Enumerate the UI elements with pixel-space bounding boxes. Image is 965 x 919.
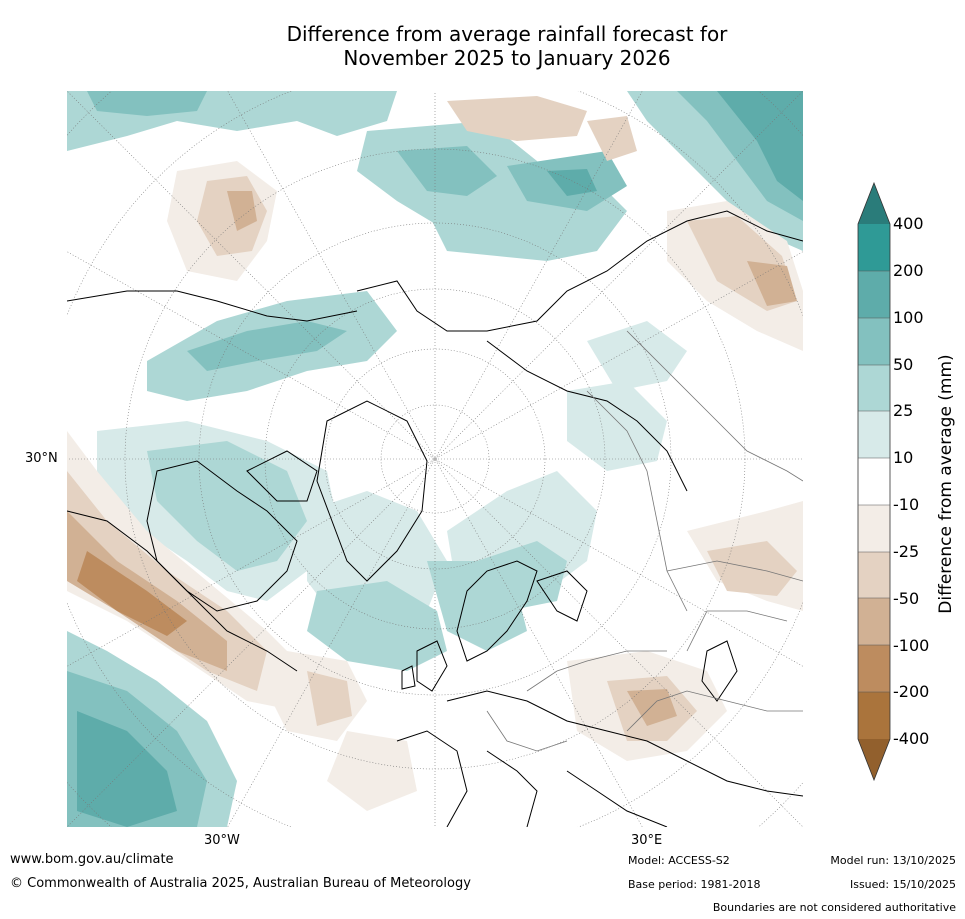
longitude-label-30w: 30°W: [204, 833, 240, 848]
longitude-label-30e: 30°E: [631, 833, 663, 848]
disclaimer-text: Boundaries are not considered authoritat…: [712, 901, 956, 914]
colorbar-tick: 10: [893, 448, 914, 467]
colorbar-tick: -200: [893, 682, 930, 701]
colorbar-title: Difference from average (mm): [936, 354, 956, 614]
colorbar-outline: [857, 181, 891, 782]
colorbar-bin-m50-m25: [858, 552, 890, 598]
map-title: Difference from average rainfall forecas…: [0, 22, 965, 70]
colorbar-tick: 25: [893, 401, 914, 420]
colorbar-bin-m200-m100: [858, 645, 890, 692]
colorbar: [857, 181, 891, 783]
map-canvas: [67, 91, 803, 827]
colorbar-bin-10-25: [858, 411, 890, 458]
country-boundaries: [486, 330, 803, 752]
colorbar-bin-m400-m200: [858, 692, 890, 739]
colorbar-bin-m25-m10: [858, 505, 890, 552]
coastlines: [67, 210, 803, 827]
colorbar-tick: 50: [893, 355, 914, 374]
colorbar-bin-50-100: [858, 318, 890, 365]
rainfall-anomaly-map: [67, 91, 803, 827]
colorbar-tick: -10: [893, 495, 920, 514]
website-link[interactable]: www.bom.gov.au/climate: [10, 852, 174, 867]
colorbar-dividers: [858, 270, 890, 693]
colorbar-tick: -400: [893, 729, 930, 748]
colorbar-under-arrow: [858, 739, 890, 780]
copyright-text: © Commonwealth of Australia 2025, Austra…: [10, 876, 471, 891]
colorbar-tick: -100: [893, 636, 930, 655]
model-run-text: Model run: 13/10/2025: [830, 854, 956, 867]
model-text: Model: ACCESS-S2: [628, 854, 730, 867]
base-period-text: Base period: 1981-2018: [628, 878, 761, 891]
issued-text: Issued: 15/10/2025: [849, 878, 956, 891]
title-line-2: November 2025 to January 2026: [343, 46, 671, 70]
title-line-1: Difference from average rainfall forecas…: [286, 22, 728, 46]
colorbar-tick: 400: [893, 214, 924, 233]
colorbar-bin-25-50: [858, 365, 890, 411]
latitude-label-30n: 30°N: [25, 451, 58, 466]
colorbar-graphic: [857, 181, 891, 782]
wet-anomaly-regions: [67, 91, 803, 827]
graticule: [67, 91, 803, 827]
colorbar-tick: -25: [893, 542, 920, 561]
colorbar-bin-neutral: [858, 458, 890, 505]
colorbar-over-arrow: [858, 183, 890, 224]
colorbar-tick: 200: [893, 261, 924, 280]
colorbar-bin-200-400: [858, 224, 890, 271]
colorbar-tick: -50: [893, 589, 920, 608]
colorbar-bin-100-200: [858, 271, 890, 318]
colorbar-bin-m100-m50: [858, 598, 890, 645]
colorbar-tick: 100: [893, 308, 924, 327]
